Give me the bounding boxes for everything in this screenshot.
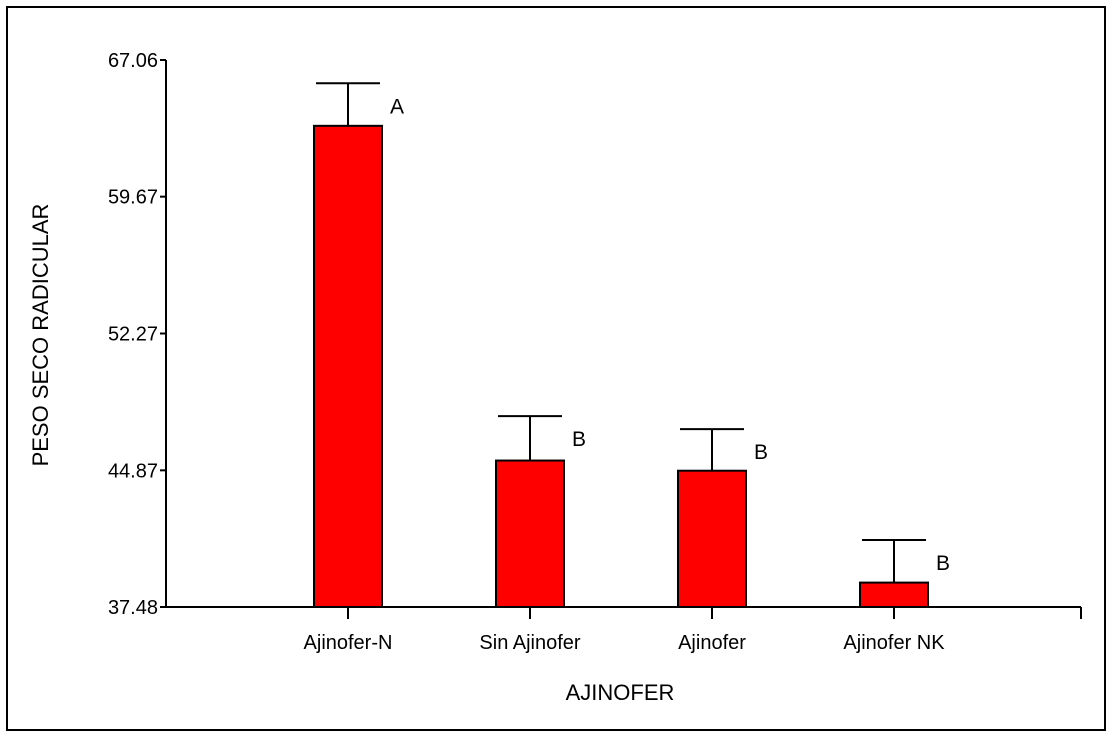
axes: 37.48 44.87 52.27 59.67 67.06: [108, 50, 1082, 619]
x-axis-title: AJINOFER: [566, 680, 675, 705]
bar: [677, 469, 747, 608]
y-tick-label: 59.67: [108, 187, 158, 209]
y-tick-label: 52.27: [108, 324, 158, 346]
bar: [495, 459, 565, 609]
labels: A Ajinofer-N B Sin Ajinofer B Ajinofer B Ajinof…: [304, 95, 950, 654]
chart-frame: [6, 6, 1106, 731]
y-tick-label: 44.87: [108, 460, 158, 482]
x-tick-label: Sin Ajinofer: [479, 632, 581, 654]
significance-label: A: [390, 95, 404, 118]
error-bars: [316, 82, 926, 583]
bar: [313, 124, 383, 609]
y-tick-label: 67.06: [108, 50, 158, 72]
x-tick-label: Ajinofer-N: [304, 632, 393, 654]
significance-label: B: [936, 552, 950, 575]
significance-label: B: [572, 428, 586, 451]
bar: [859, 581, 929, 609]
x-tick-label: Ajinofer NK: [843, 632, 945, 654]
y-tick-label: 37.48: [108, 597, 158, 619]
x-tick-label: Ajinofer: [678, 632, 746, 654]
bars: [313, 124, 929, 609]
y-axis-title: PESO SECO RADICULAR: [28, 204, 53, 467]
significance-label: B: [754, 441, 768, 464]
